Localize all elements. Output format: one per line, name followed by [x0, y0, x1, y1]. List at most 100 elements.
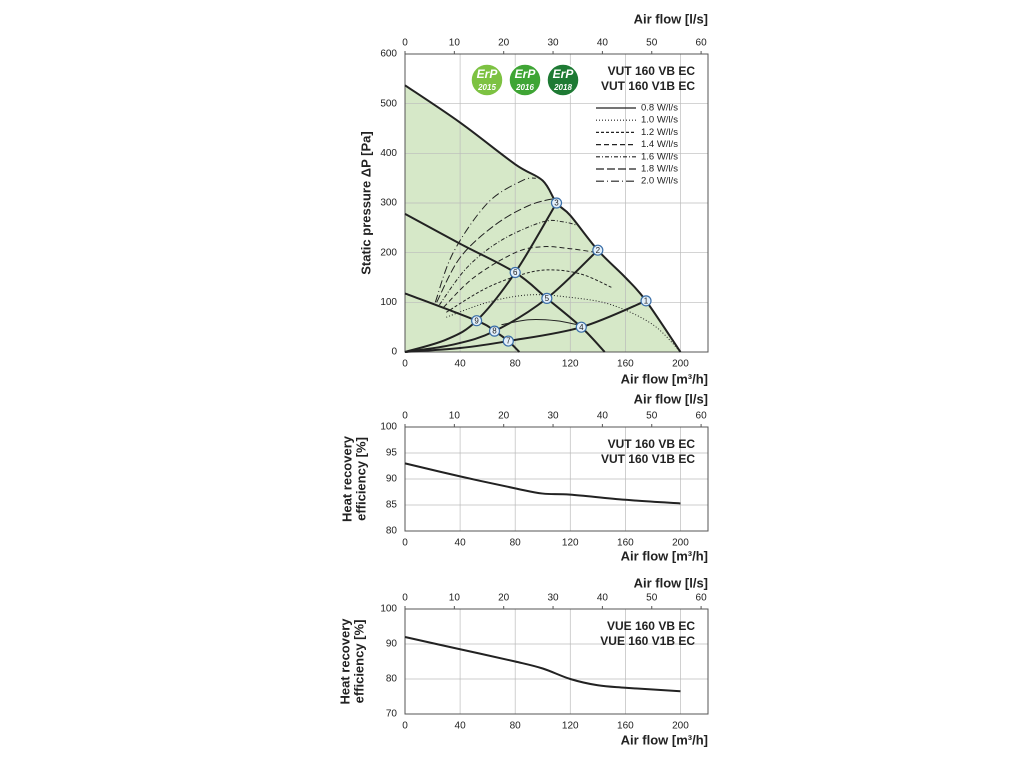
legend-label: 2.0 W/l/s: [641, 176, 678, 187]
x-tick-label: 80: [510, 359, 522, 370]
badge-title: ErP: [553, 67, 575, 81]
x-tick-label: 0: [402, 538, 408, 549]
x2-tick-label: 40: [597, 411, 609, 422]
x2-tick-label: 50: [646, 411, 658, 422]
x2-tick-label: 50: [646, 38, 658, 49]
x-tick-label: 160: [617, 538, 634, 549]
x2-tick-label: 50: [646, 593, 658, 604]
x-tick-label: 200: [672, 721, 689, 732]
plot-frame: [404, 53, 709, 353]
operating-point: [640, 295, 652, 307]
x2-tick-label: 60: [696, 593, 708, 604]
x-tick-label: 40: [455, 538, 467, 549]
y-tick-label: 100: [380, 604, 397, 615]
x2-tick-label: 10: [449, 593, 461, 604]
x2-tick-label: 40: [597, 38, 609, 49]
x2-tick-label: 0: [402, 411, 408, 422]
curve: [439, 219, 578, 306]
x-tick-label: 200: [672, 359, 689, 370]
curve: [443, 246, 598, 308]
curve: [501, 318, 578, 326]
model-label: VUT 160 VB EC: [608, 437, 696, 451]
model-label: VUT 160 V1B EC: [601, 79, 695, 93]
x2-tick-label: 20: [498, 38, 510, 49]
x-tick-label: 80: [510, 538, 522, 549]
point-label: 7: [506, 337, 511, 346]
x2-tick-label: 20: [498, 593, 510, 604]
x-axis-title: Air flow [m³/h]: [621, 732, 708, 747]
x2-tick-label: 60: [696, 411, 708, 422]
x-tick-label: 80: [510, 721, 522, 732]
y-tick-label: 90: [386, 474, 398, 485]
x2-tick-label: 60: [696, 38, 708, 49]
y-tick-label: 85: [386, 500, 398, 511]
model-label: VUE 160 V1B EC: [600, 634, 695, 648]
legend-label: 1.0 W/l/s: [641, 115, 678, 126]
y-axis-title: efficiency [%]: [353, 437, 368, 521]
x2-axis-title: Air flow [l/s]: [634, 575, 708, 590]
curve: [436, 197, 557, 303]
operating-point: [592, 244, 604, 256]
x2-tick-label: 40: [597, 593, 609, 604]
y-tick-label: 90: [386, 639, 398, 650]
x2-tick-label: 10: [449, 38, 461, 49]
x-tick-label: 0: [402, 359, 408, 370]
point-label: 4: [579, 323, 584, 332]
x-axis-title: Air flow [m³/h]: [621, 371, 708, 386]
legend-label: 1.4 W/l/s: [641, 139, 678, 150]
point-label: 2: [596, 246, 601, 255]
point-label: 5: [545, 294, 550, 303]
operating-point: [575, 321, 587, 333]
y-tick-label: 80: [386, 674, 398, 685]
operating-area: [405, 85, 681, 352]
x-tick-label: 40: [455, 359, 467, 370]
curve: [404, 636, 681, 693]
operating-point: [488, 325, 501, 337]
operating-point: [471, 315, 483, 327]
plot-frame: [404, 426, 709, 532]
x-tick-label: 160: [617, 721, 634, 732]
point-label: 1: [644, 296, 649, 305]
operating-point: [541, 292, 553, 304]
badge-year: 2015: [477, 83, 496, 92]
badge-year: 2018: [553, 83, 572, 92]
y-tick-label: 300: [380, 198, 397, 209]
y-tick-label: 0: [391, 347, 397, 358]
x-tick-label: 160: [617, 359, 634, 370]
y-axis-title: Heat recovery: [337, 618, 352, 705]
point-label: 3: [554, 199, 559, 208]
point-label: 9: [474, 316, 479, 325]
badge-year: 2016: [515, 83, 534, 92]
x2-tick-label: 30: [547, 411, 559, 422]
x-tick-label: 0: [402, 721, 408, 732]
curve: [404, 84, 682, 353]
x2-tick-label: 0: [402, 593, 408, 604]
y-tick-label: 400: [380, 148, 397, 159]
legend-label: 1.8 W/l/s: [641, 164, 678, 175]
erp-badge: [508, 63, 542, 97]
legend-label: 0.8 W/l/s: [641, 103, 678, 114]
x-tick-label: 40: [455, 721, 467, 732]
x2-tick-label: 10: [449, 411, 461, 422]
x2-tick-label: 30: [547, 593, 559, 604]
badge-title: ErP: [477, 67, 499, 81]
x-tick-label: 120: [562, 359, 579, 370]
curve: [404, 462, 681, 505]
legend-label: 1.2 W/l/s: [641, 127, 678, 138]
badge-title: ErP: [515, 67, 537, 81]
y-tick-label: 600: [380, 49, 397, 60]
operating-point: [550, 197, 563, 209]
legend-label: 1.6 W/l/s: [641, 151, 678, 162]
y-tick-label: 100: [380, 422, 397, 433]
y-tick-label: 100: [380, 297, 397, 308]
x2-axis-title: Air flow [l/s]: [634, 11, 708, 26]
erp-badge: [546, 63, 580, 97]
curve: [434, 177, 536, 303]
point-label: 6: [513, 268, 518, 277]
x2-tick-label: 30: [547, 38, 559, 49]
model-label: VUT 160 V1B EC: [601, 452, 695, 466]
point-label: 8: [492, 327, 497, 336]
plot-frame: [404, 608, 709, 715]
